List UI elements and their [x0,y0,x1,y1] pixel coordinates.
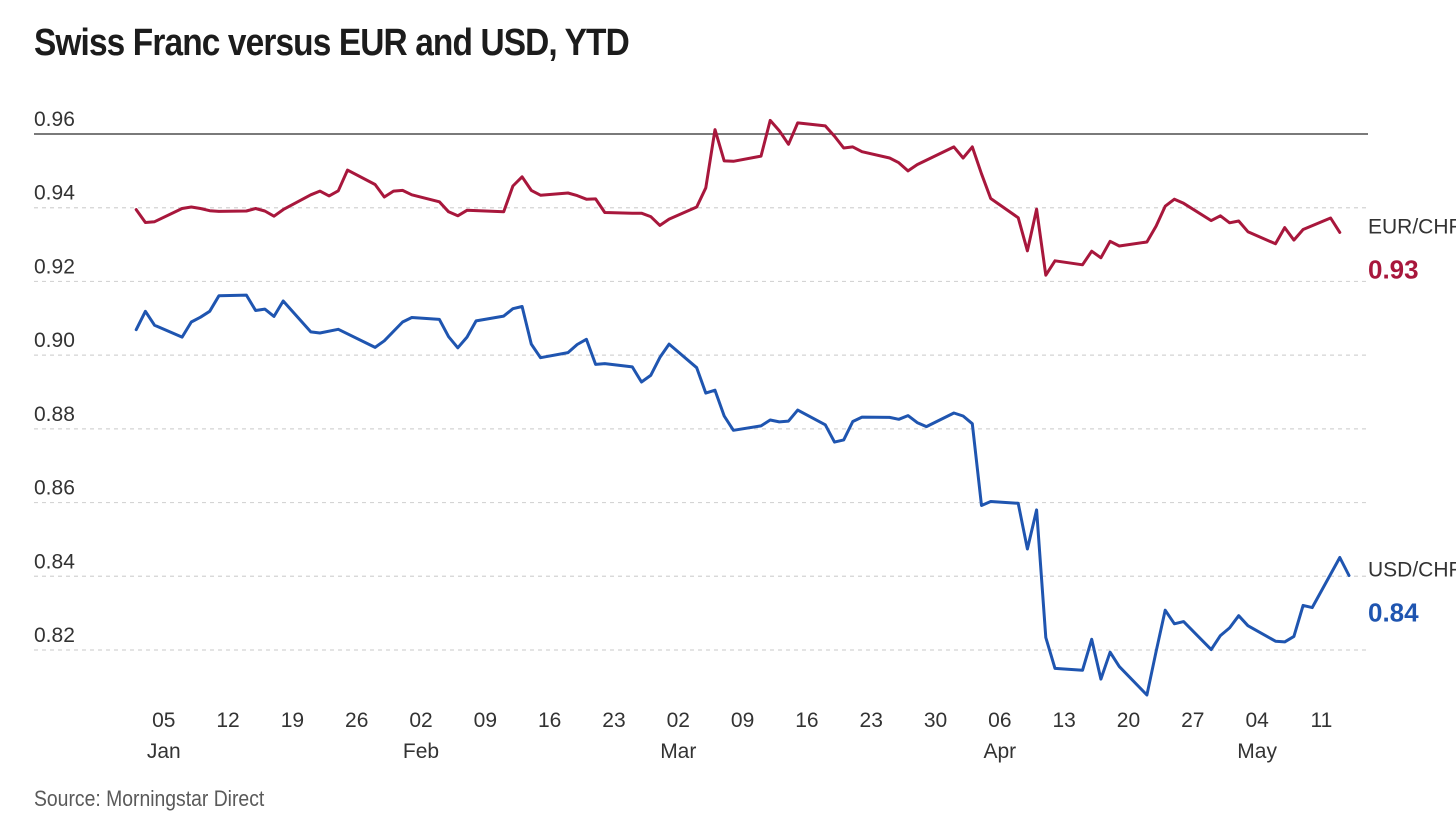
x-tick-label: 09 [731,709,754,732]
y-tick-label: 0.84 [34,550,75,573]
x-month-label: Mar [660,740,696,763]
gridlines [34,133,1368,651]
x-tick-label: 04 [1245,709,1269,732]
x-month-label: Feb [403,740,439,763]
end-labels: EUR/CHF 0.93 USD/CHF 0.84 [1368,215,1456,627]
x-tick-label: 05 [152,709,175,732]
x-tick-label: 16 [795,709,818,732]
source-note: Source: Morningstar Direct [34,786,265,811]
x-tick-label: 20 [1117,709,1140,732]
y-tick-label: 0.82 [34,624,75,647]
series-line-usd-chf [134,293,1351,697]
x-tick-label: 02 [667,709,690,732]
x-month-label: Apr [984,740,1017,763]
y-tick-label: 0.86 [34,477,75,500]
x-tick-label: 11 [1311,709,1333,732]
x-tick-label: 26 [345,709,368,732]
chart-title: Swiss Franc versus EUR and USD, YTD [34,22,630,64]
x-tick-label: 06 [988,709,1011,732]
x-tick-label: 13 [1052,709,1075,732]
series-line-eur-chf [134,118,1342,277]
series-end-value: 0.93 [1368,254,1419,284]
series-name-label: USD/CHF [1368,559,1456,582]
y-tick-label: 0.90 [34,329,75,352]
series-end-value: 0.84 [1368,598,1419,628]
x-month-label: Jan [147,740,181,763]
x-tick-label: 16 [538,709,561,732]
series-name-label: EUR/CHF [1368,215,1456,238]
x-tick-label: 30 [924,709,947,732]
x-tick-label: 02 [409,709,432,732]
x-tick-label: 09 [474,709,497,732]
y-tick-label: 0.92 [34,255,75,278]
y-tick-label: 0.96 [34,108,75,131]
x-axis-ticks: 05 Jan 12 19 26 02 Feb 09 16 23 02 Mar 09 16 23 30 06 Apr… [147,709,1333,763]
y-axis-ticks: 0.82 0.84 0.86 0.88 0.90 0.92 0.94 0.96 [34,108,75,647]
y-tick-label: 0.88 [34,403,75,426]
series-lines [134,118,1351,697]
x-month-label: May [1237,740,1277,763]
x-tick-label: 23 [860,709,883,732]
x-tick-label: 19 [281,709,304,732]
x-tick-label: 23 [602,709,625,732]
x-tick-label: 27 [1181,709,1204,732]
y-tick-label: 0.94 [34,182,75,205]
x-tick-label: 12 [216,709,239,732]
